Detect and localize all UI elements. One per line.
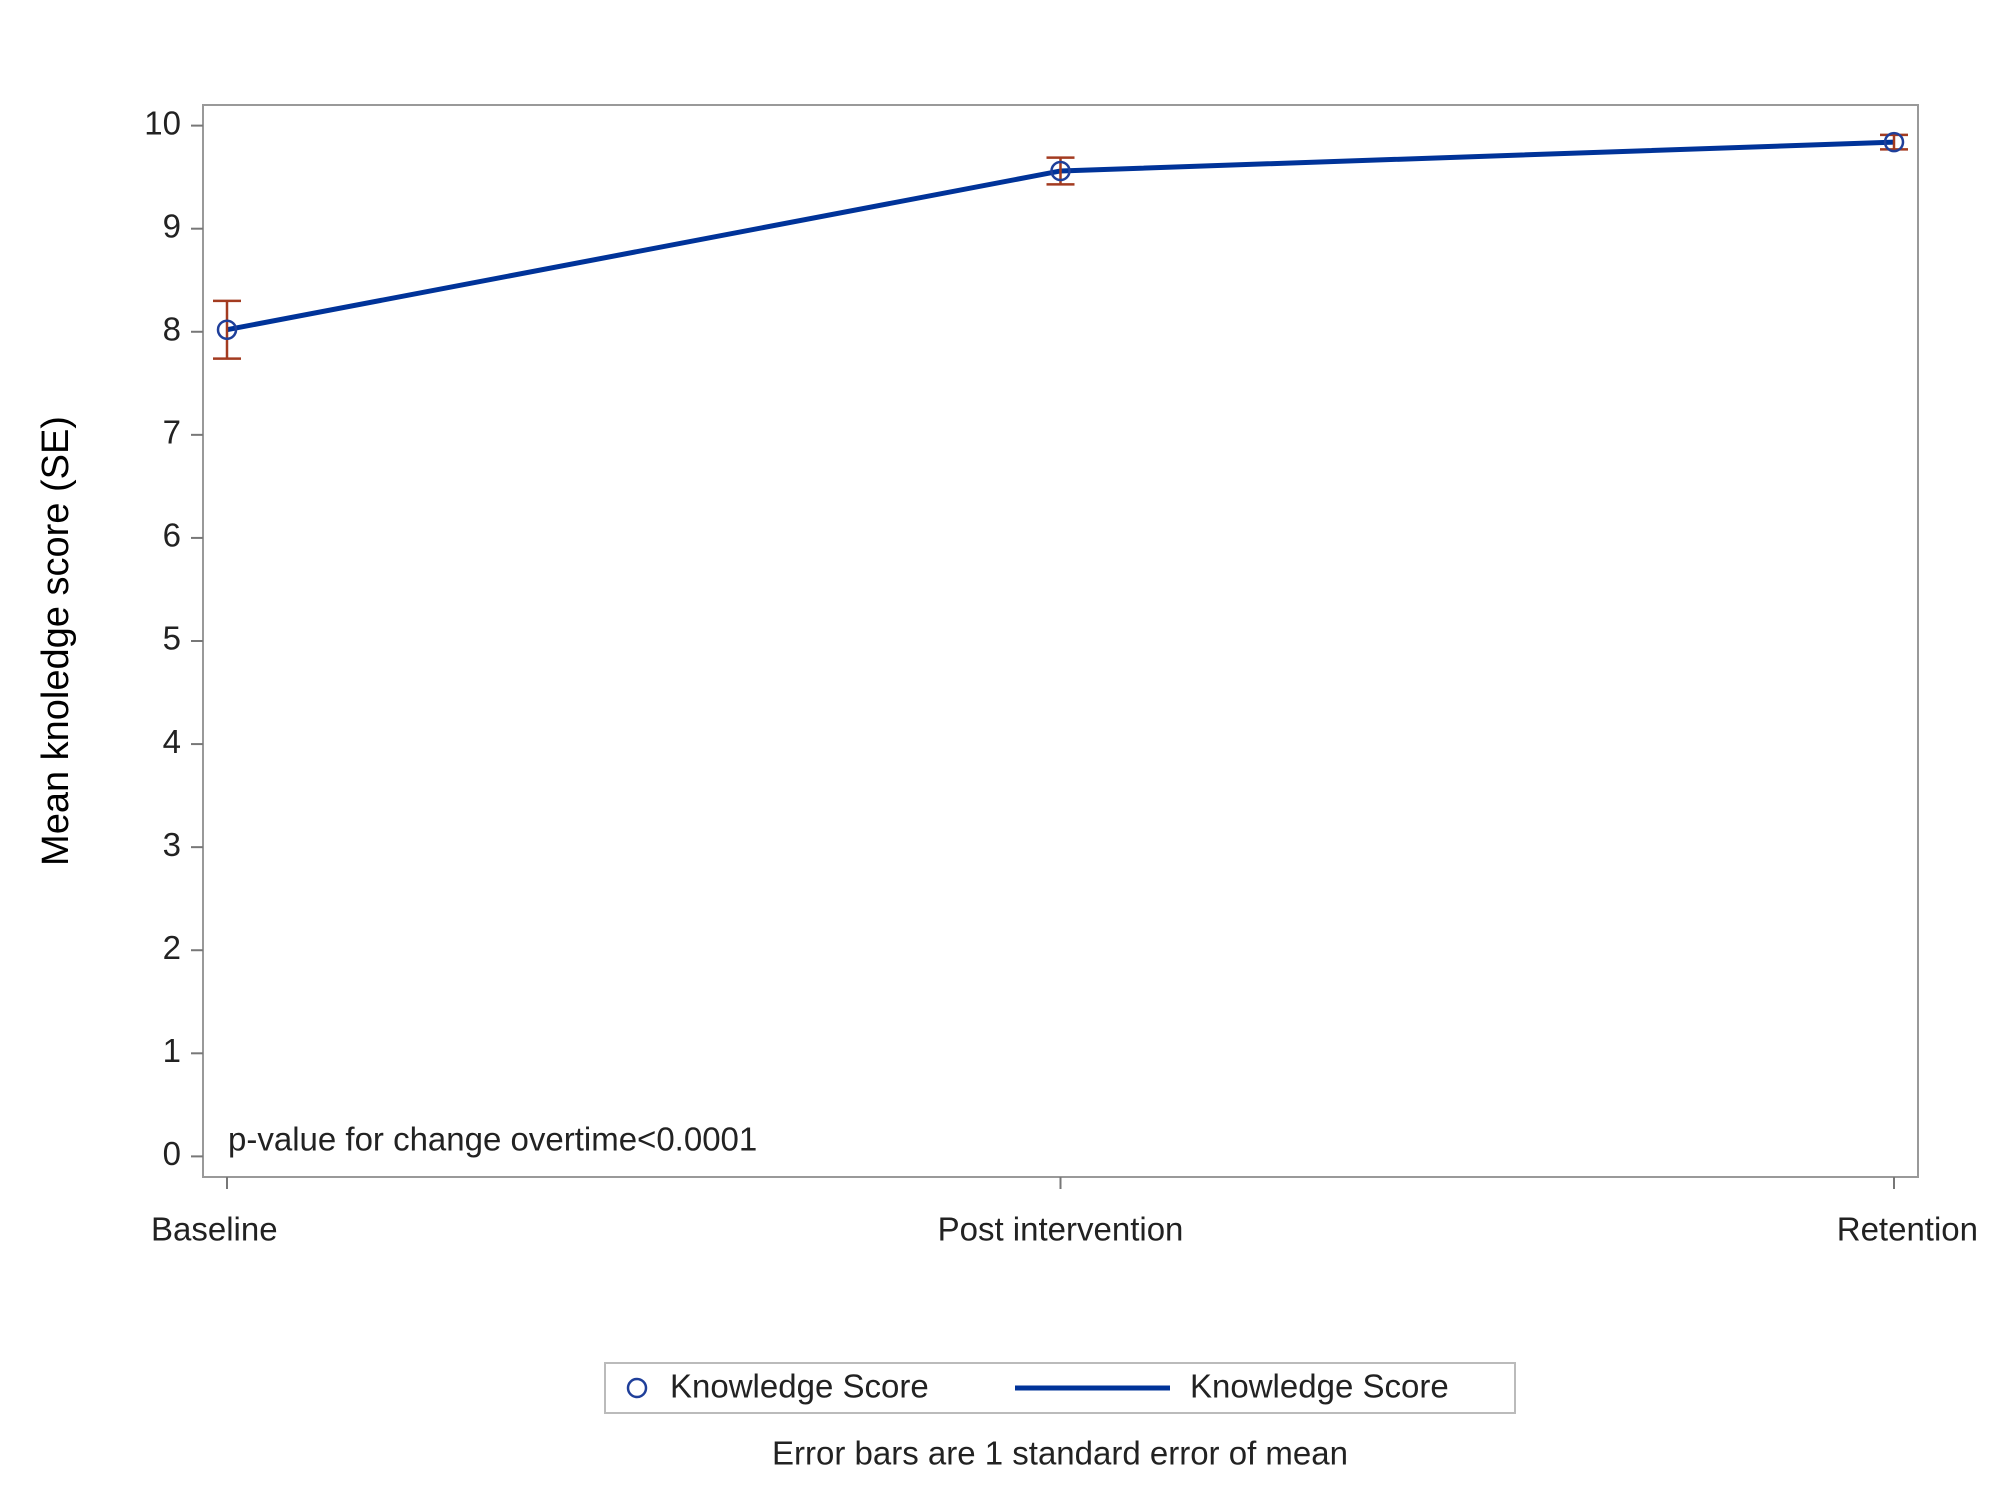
x-tick-label: Baseline: [151, 1211, 278, 1248]
y-tick-label: 8: [163, 310, 181, 347]
x-tick-label: Retention: [1837, 1211, 1978, 1248]
marker: [216, 319, 238, 340]
legend-frame: [604, 1362, 1516, 1414]
plot-frame: [202, 104, 1919, 1178]
marker: [1883, 131, 1905, 153]
legend-label: Knowledge Score: [1190, 1368, 1449, 1405]
y-tick-label: 0: [163, 1135, 181, 1172]
y-tick-label: 4: [163, 723, 181, 760]
annotation: p-value for change overtime<0.0001: [228, 1121, 757, 1158]
y-axis-label: Mean knoledge score (SE): [35, 416, 77, 866]
legend-swatch: [626, 1377, 648, 1399]
y-tick-label: 7: [163, 414, 181, 451]
y-tick-label: 6: [163, 517, 181, 554]
y-tick-label: 2: [163, 929, 181, 966]
footnote: Error bars are 1 standard error of mean: [772, 1435, 1348, 1472]
y-tick-label: 5: [163, 620, 181, 657]
marker: [1050, 160, 1071, 182]
x-tick-label: Post intervention: [938, 1211, 1184, 1248]
y-tick-label: 10: [144, 104, 181, 141]
y-tick-label: 3: [163, 826, 181, 863]
y-tick-label: 1: [163, 1032, 181, 1069]
legend-label: Knowledge Score: [670, 1368, 929, 1405]
y-tick-label: 9: [163, 207, 181, 244]
